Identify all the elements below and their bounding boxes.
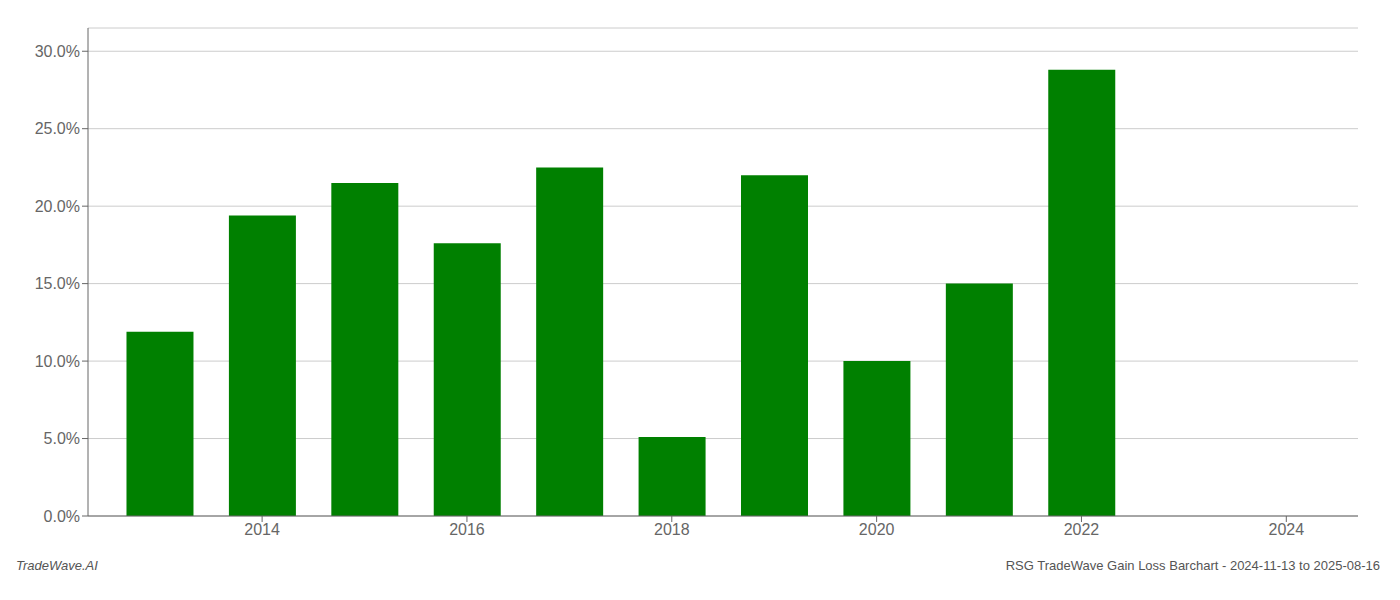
svg-text:20.0%: 20.0%: [35, 198, 80, 215]
html-text:TradeWave.AI: TradeWave.AI: [16, 558, 98, 573]
svg-text:2024: 2024: [1269, 521, 1305, 538]
svg-text:2020: 2020: [859, 521, 895, 538]
svg-text:2014: 2014: [244, 521, 280, 538]
svg-text:30.0%: 30.0%: [35, 43, 80, 60]
svg-text:15.0%: 15.0%: [35, 275, 80, 292]
html-text:RSG TradeWave Gain Loss Barcha: RSG TradeWave Gain Loss Barchart - 2024-…: [1005, 558, 1380, 573]
svg-text:2022: 2022: [1064, 521, 1100, 538]
svg-text:2016: 2016: [449, 521, 485, 538]
svg-text:5.0%: 5.0%: [44, 430, 80, 447]
svg-text:25.0%: 25.0%: [35, 120, 80, 137]
svg-text:0.0%: 0.0%: [44, 508, 80, 525]
svg-text:2018: 2018: [654, 521, 690, 538]
svg-text:10.0%: 10.0%: [35, 353, 80, 370]
